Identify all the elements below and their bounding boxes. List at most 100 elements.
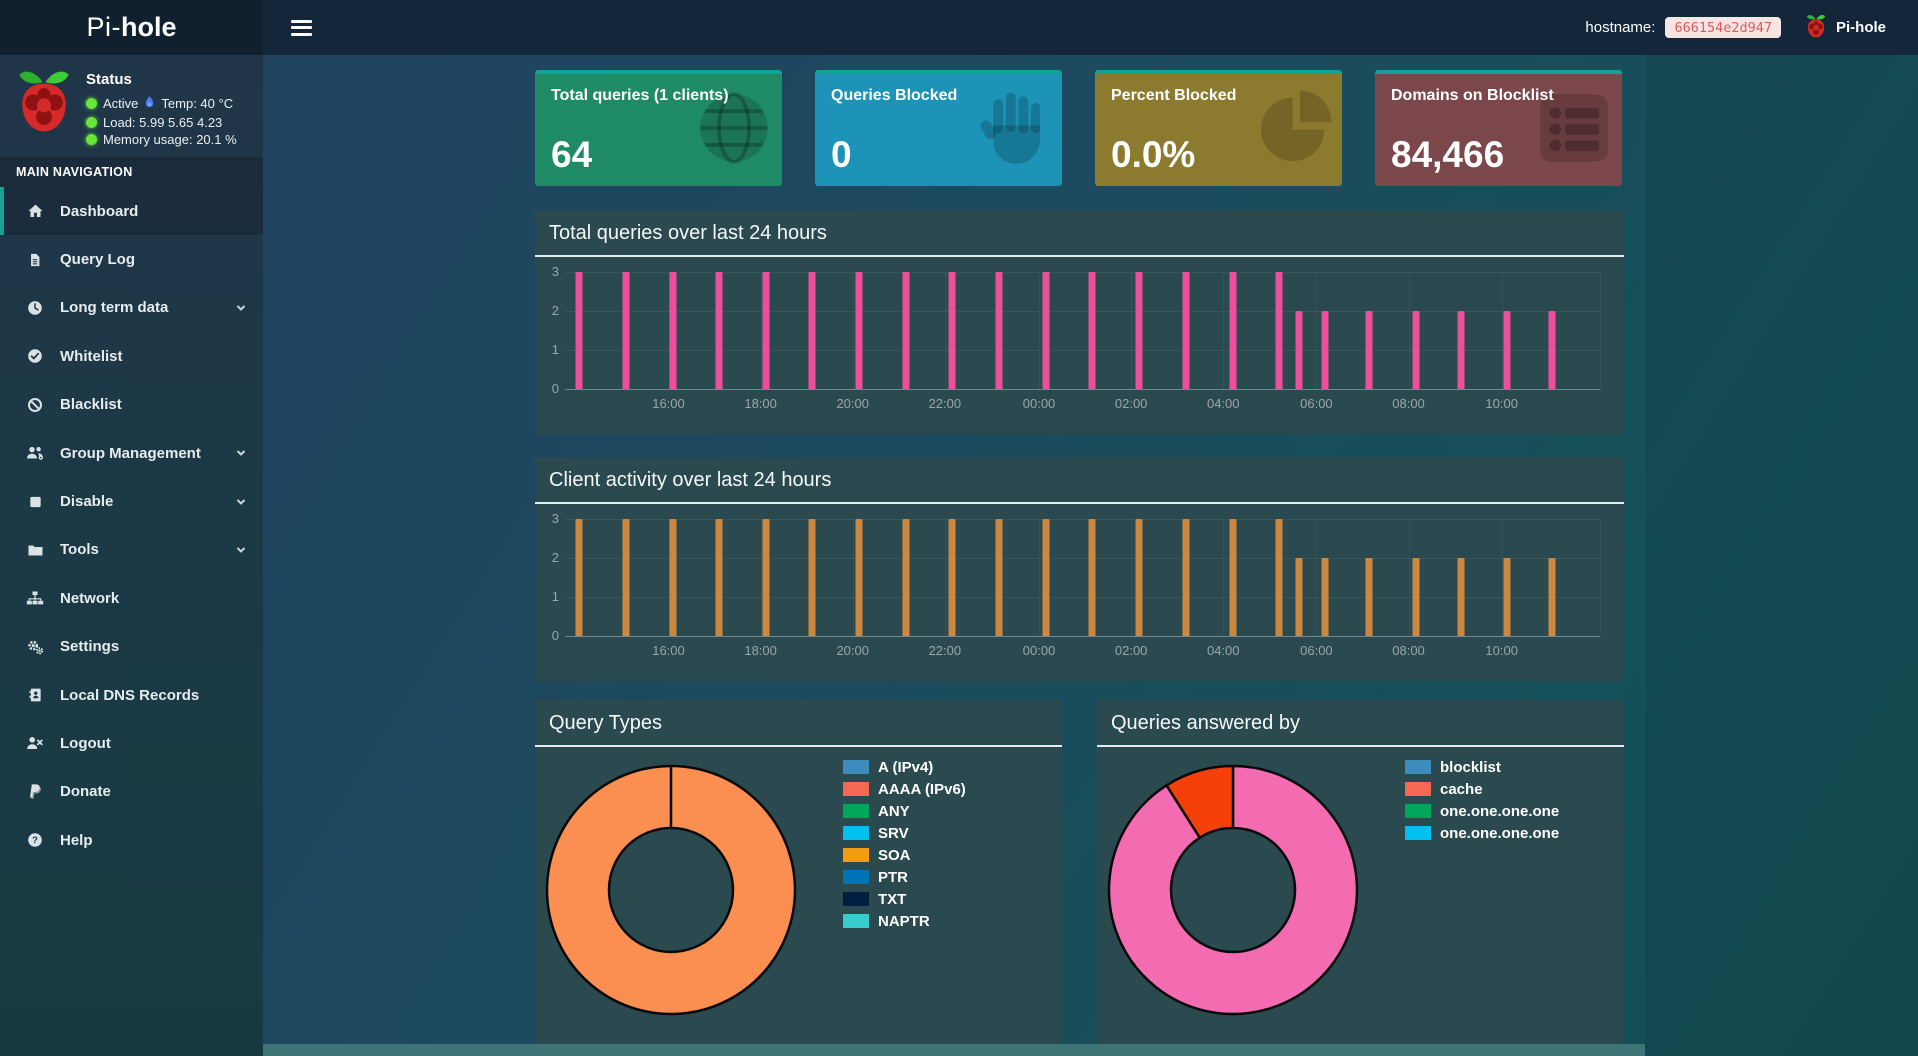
sidebar-item-network[interactable]: Network	[0, 574, 263, 622]
legend-label: one.one.one.one	[1440, 802, 1560, 820]
paypal-icon	[24, 784, 46, 800]
bar	[1042, 519, 1050, 636]
gridline-horizontal	[565, 272, 1600, 273]
gridline-vertical	[1501, 272, 1503, 389]
bar	[808, 272, 816, 389]
gridline-vertical	[1039, 272, 1041, 389]
x-axis-label: 06:00	[1300, 396, 1333, 411]
legend-swatch	[843, 804, 869, 818]
bar	[1229, 272, 1237, 389]
chevron-down-icon	[235, 447, 247, 459]
card-title: Total queries (1 clients)	[551, 87, 729, 104]
clock-icon	[24, 300, 46, 316]
hostname-badge: 666154e2d947	[1665, 17, 1781, 38]
queries-answered-legend: blocklist cache one.one.one.one one.one.one…	[1405, 756, 1559, 844]
legend-item: one.one.one.one	[1405, 800, 1559, 822]
globe-icon	[694, 88, 774, 173]
x-axis-label: 20:00	[836, 396, 869, 411]
sidebar-item-disable[interactable]: Disable	[0, 477, 263, 525]
gridline-vertical	[852, 272, 854, 389]
legend-label: cache	[1440, 780, 1483, 798]
sidebar-item-label: Donate	[60, 783, 111, 801]
bar	[1042, 272, 1050, 389]
bar	[1182, 519, 1190, 636]
sidebar-item-long-term-data[interactable]: Long term data	[0, 284, 263, 332]
question-circle-icon: ?	[24, 832, 46, 848]
y-axis-label: 2	[551, 302, 559, 318]
sidebar-item-blacklist[interactable]: Blacklist	[0, 381, 263, 429]
sidebar-item-tools[interactable]: Tools	[0, 526, 263, 574]
y-axis-label: 0	[551, 628, 559, 643]
card-percent-blocked[interactable]: Percent Blocked 0.0%	[1095, 70, 1342, 186]
panel-title: Queries answered by	[1097, 700, 1624, 747]
sitemap-icon	[24, 590, 46, 606]
legend-item: cache	[1405, 778, 1559, 800]
bar	[1182, 272, 1190, 389]
gridline-vertical	[944, 519, 946, 636]
legend-swatch	[843, 826, 869, 840]
status-info: Status Active Temp: 40 °C Load: 5.99 5.6…	[86, 66, 237, 157]
legend-item: NAPTR	[843, 910, 966, 932]
card-value: 0	[831, 134, 852, 175]
legend-swatch	[1405, 760, 1431, 774]
summary-cards: Total queries (1 clients) 64 Queries Block…	[535, 70, 1622, 186]
sidebar-item-donate[interactable]: Donate	[0, 768, 263, 816]
cogs-icon	[24, 639, 46, 655]
sidebar-item-whitelist[interactable]: Whitelist	[0, 332, 263, 380]
gridline-horizontal	[565, 349, 1600, 351]
sidebar-item-label: Query Log	[60, 251, 136, 269]
top-navbar: hostname: 666154e2d947 Pi-hole	[263, 0, 1918, 55]
bar	[995, 272, 1003, 389]
donut-outline	[607, 826, 735, 954]
x-axis-label: 22:00	[928, 396, 962, 411]
legend-item: blocklist	[1405, 756, 1559, 778]
x-axis-label: 10:00	[1485, 396, 1518, 411]
legend-swatch	[1405, 782, 1431, 796]
card-total-queries-1-clients[interactable]: Total queries (1 clients) 64	[535, 70, 782, 186]
x-axis-label: 08:00	[1392, 643, 1425, 658]
bar	[1548, 558, 1556, 636]
card-domains-on-blocklist[interactable]: Domains on Blocklist 84,466	[1375, 70, 1622, 186]
raspberry-logo-icon	[15, 66, 73, 157]
sidebar-item-local-dns-records[interactable]: Local DNS Records	[0, 671, 263, 719]
status-line-memory: Memory usage: 20.1 %	[86, 132, 237, 147]
bar	[855, 519, 863, 636]
x-axis-label: 00:00	[1022, 396, 1056, 411]
x-axis-label: 20:00	[836, 643, 869, 658]
x-axis-label: 16:00	[652, 643, 685, 658]
sidebar-item-group-management[interactable]: Group Management	[0, 429, 263, 477]
bar	[622, 272, 630, 389]
gridline-horizontal	[565, 519, 1600, 520]
sidebar-item-settings[interactable]: Settings	[0, 623, 263, 671]
sidebar-item-label: Settings	[60, 638, 120, 656]
card-title: Domains on Blocklist	[1391, 87, 1554, 104]
gridline-vertical	[1316, 519, 1318, 636]
card-value: 84,466	[1391, 134, 1505, 175]
svg-text:?: ?	[32, 835, 38, 846]
gridline-vertical	[852, 519, 854, 636]
sidebar-item-help[interactable]: ? Help	[0, 816, 263, 864]
sidebar-item-logout[interactable]: Logout	[0, 719, 263, 767]
bar	[1229, 519, 1237, 636]
gridline-vertical	[668, 272, 670, 389]
legend-item: SRV	[843, 822, 966, 844]
sidebar-toggle-button[interactable]	[285, 14, 318, 42]
bar	[1321, 311, 1329, 389]
card-queries-blocked[interactable]: Queries Blocked 0	[815, 70, 1062, 186]
status-temp-label: Temp: 40 °C	[161, 96, 234, 111]
gridline-vertical	[1039, 519, 1041, 636]
sidebar-item-label: Help	[60, 831, 93, 849]
x-axis-labels: 16:00 18:00 20:00 22:00 00:00 02:00 04:00 06:00…	[565, 389, 1600, 415]
sidebar-item-query-log[interactable]: Query Log	[0, 235, 263, 283]
bar	[1365, 311, 1373, 389]
gridline-horizontal	[565, 310, 1600, 312]
sidebar-item-label: Network	[60, 589, 120, 607]
bar	[715, 519, 723, 636]
legend-label: blocklist	[1440, 758, 1501, 776]
bar	[1295, 311, 1303, 389]
sidebar-item-dashboard[interactable]: Dashboard	[0, 187, 263, 236]
legend-item: AAAA (IPv6)	[843, 778, 966, 800]
card-title: Queries Blocked	[831, 87, 958, 104]
bar	[855, 272, 863, 389]
client-activity-chart: 3 2 1 0 16:00 18:00 20:00 22:00 00:00 02:00 04:00 0…	[552, 511, 1601, 662]
